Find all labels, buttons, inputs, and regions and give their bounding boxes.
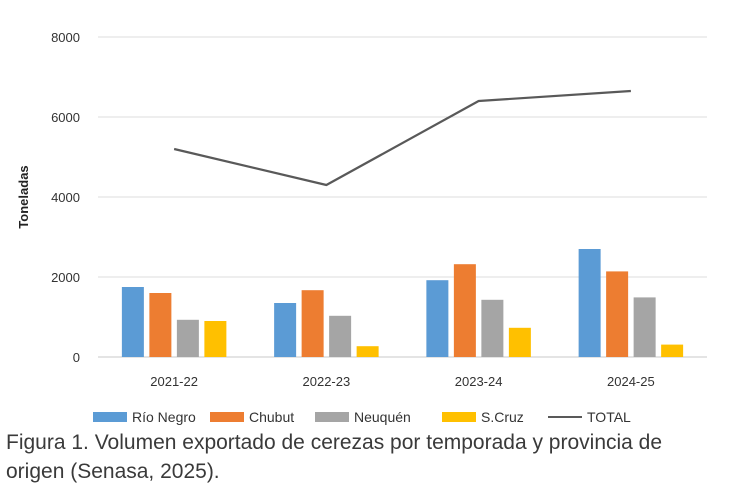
legend-label: Neuquén <box>354 409 411 425</box>
legend: Río Negro Chubut Neuquén S.Cruz TOTAL <box>93 409 631 425</box>
legend-swatch-s-cruz <box>442 412 476 422</box>
total-line <box>173 89 631 187</box>
bar-s-cruz <box>356 346 379 357</box>
y-axis-label: Toneladas <box>16 165 31 228</box>
bar-chubut <box>149 293 172 357</box>
bar-chubut <box>453 264 476 357</box>
x-tick-label: 2024-25 <box>607 374 655 389</box>
bar-neuqu-n <box>176 319 199 357</box>
bar-neuqu-n <box>329 315 352 357</box>
y-tick-label: 2000 <box>51 270 80 285</box>
figure-caption: Figura 1. Volumen exportado de cerezas p… <box>6 431 663 483</box>
legend-swatch-neuqu-n <box>315 412 349 422</box>
y-tick-label: 4000 <box>51 190 80 205</box>
legend-label: TOTAL <box>587 409 631 425</box>
legend-swatch-r-o-negro <box>93 412 127 422</box>
legend-label: Chubut <box>249 409 294 425</box>
bar-chubut <box>606 271 629 357</box>
bar-chubut <box>301 290 324 357</box>
bar-r-o-negro <box>578 249 601 357</box>
gridlines <box>98 36 707 358</box>
bar-s-cruz <box>661 344 684 357</box>
bar-neuqu-n <box>633 297 656 357</box>
y-tick-label: 8000 <box>51 30 80 45</box>
bar-r-o-negro <box>426 280 449 357</box>
x-tick-label: 2023-24 <box>455 374 503 389</box>
x-tick-label: 2022-23 <box>303 374 351 389</box>
bar-neuqu-n <box>481 299 504 357</box>
legend-swatch-chubut <box>210 412 244 422</box>
y-tick-label: 0 <box>73 350 80 365</box>
legend-label: Río Negro <box>132 409 196 425</box>
bar-s-cruz <box>508 327 531 357</box>
bar-r-o-negro <box>274 303 297 357</box>
bar-s-cruz <box>204 321 227 357</box>
y-axis-ticks: 0 2000 4000 6000 8000 <box>51 30 80 365</box>
bar-r-o-negro <box>121 287 144 357</box>
y-tick-label: 6000 <box>51 110 80 125</box>
bars <box>121 249 684 357</box>
line-total <box>173 89 631 187</box>
x-axis-ticks: 2021-22 2022-23 2023-24 2024-25 <box>150 374 654 389</box>
x-tick-label: 2021-22 <box>150 374 198 389</box>
legend-label: S.Cruz <box>481 409 524 425</box>
